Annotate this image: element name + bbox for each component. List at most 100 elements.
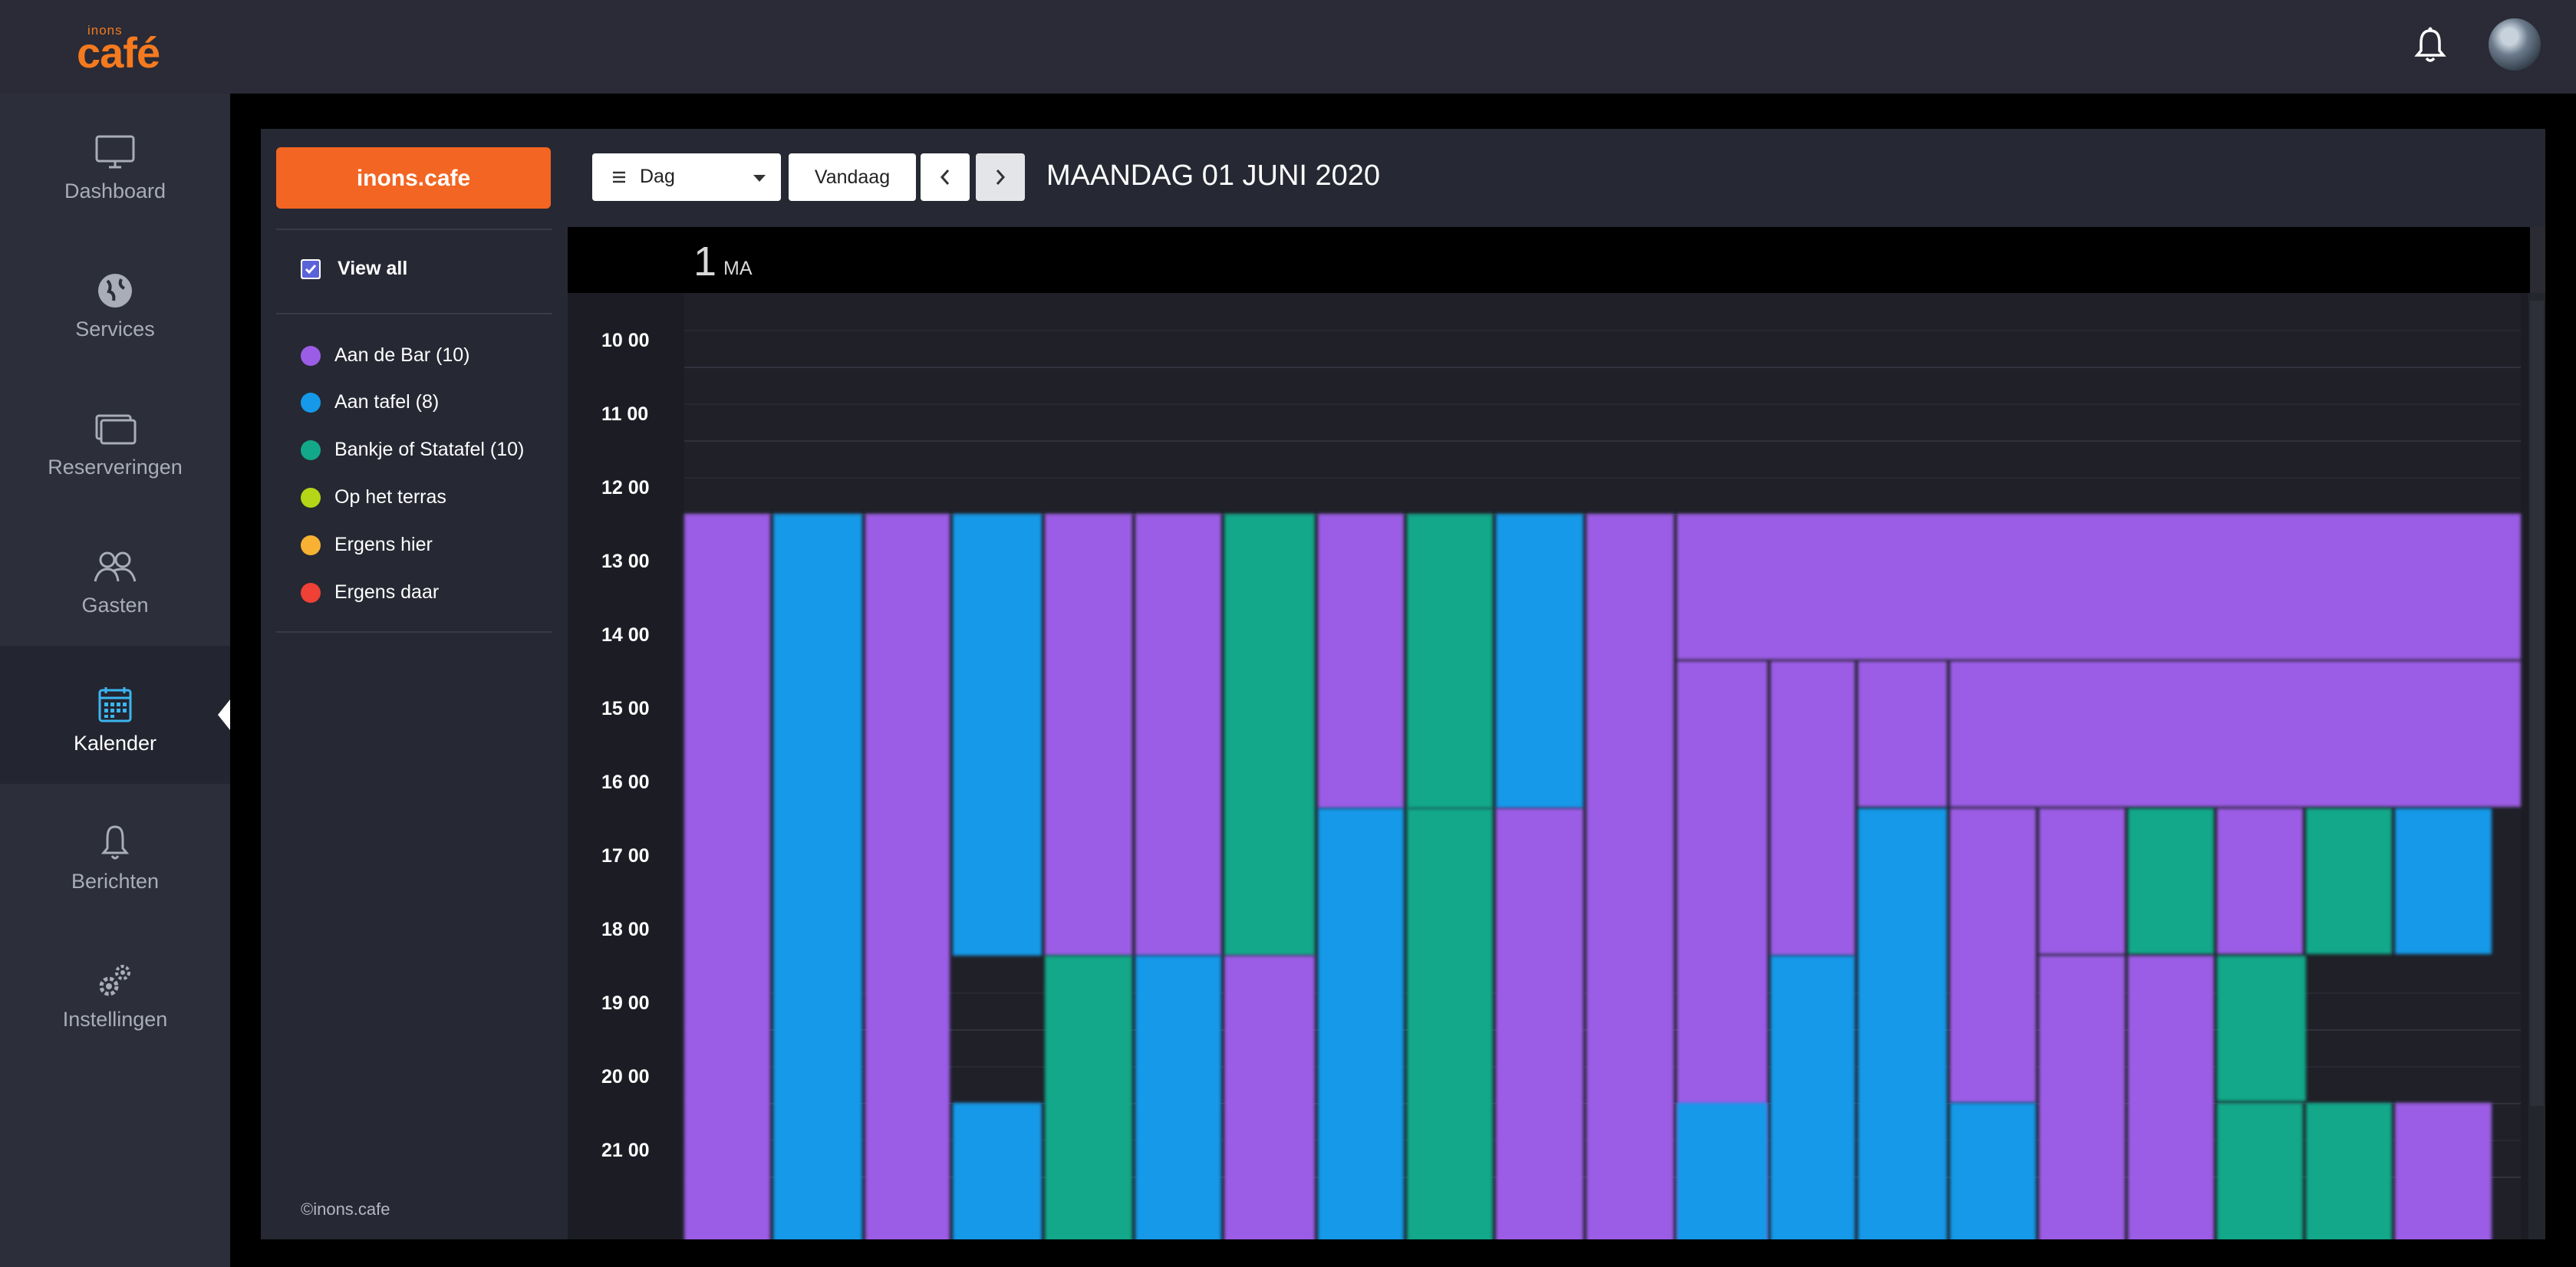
copyright: ©inons.cafe bbox=[301, 1200, 390, 1219]
view-all-label: View all bbox=[338, 258, 408, 279]
event-block[interactable] bbox=[2217, 956, 2306, 1101]
event-block[interactable] bbox=[1771, 661, 1855, 956]
grid-line bbox=[684, 440, 2521, 442]
calendar-filter-panel: inons.cafe View all Aan de Bar (10) Aan … bbox=[261, 129, 568, 1239]
globe-icon bbox=[92, 270, 138, 311]
logo-text: café bbox=[77, 28, 160, 77]
event-block[interactable] bbox=[1224, 514, 1315, 956]
event-block[interactable] bbox=[953, 514, 1042, 956]
time-label: 15 00 bbox=[601, 698, 650, 719]
category-color-dot bbox=[301, 535, 321, 555]
event-block[interactable] bbox=[2217, 1103, 2303, 1239]
event-block[interactable] bbox=[1135, 956, 1221, 1239]
chevron-left-icon bbox=[940, 169, 950, 185]
monitor-icon bbox=[92, 132, 138, 173]
event-block[interactable] bbox=[1950, 1103, 2036, 1239]
category-label: Bankje of Statafel (10) bbox=[334, 439, 525, 460]
event-block[interactable] bbox=[1586, 514, 1674, 1239]
event-block[interactable] bbox=[1771, 956, 1855, 1239]
event-block[interactable] bbox=[1496, 514, 1583, 808]
event-block[interactable] bbox=[2039, 956, 2125, 1239]
grid-line bbox=[684, 403, 2521, 405]
event-block[interactable] bbox=[684, 514, 770, 1239]
today-button[interactable]: Vandaag bbox=[789, 153, 916, 201]
event-block[interactable] bbox=[1496, 808, 1583, 1239]
event-block[interactable] bbox=[2217, 808, 2303, 954]
sidebar-item-label: Instellingen bbox=[62, 1008, 168, 1031]
event-block[interactable] bbox=[1045, 956, 1132, 1239]
sidebar-item-label: Reserveringen bbox=[48, 456, 183, 479]
time-label: 13 00 bbox=[601, 551, 650, 572]
day-grid: 10 00 11 00 12 00 13 00 14 00 15 00 16 0… bbox=[568, 293, 2545, 1239]
calendar-title: MAANDAG 01 JUNI 2020 bbox=[1046, 160, 1381, 192]
event-block[interactable] bbox=[1950, 808, 2036, 1103]
event-block[interactable] bbox=[1407, 514, 1493, 808]
view-all-checkbox[interactable] bbox=[301, 259, 321, 279]
scrollbar-thumb[interactable] bbox=[2530, 301, 2544, 1106]
sidebar-item-label: Kalender bbox=[73, 732, 157, 755]
event-block[interactable] bbox=[2306, 1103, 2392, 1239]
event-block[interactable] bbox=[1135, 514, 1221, 956]
event-block[interactable] bbox=[2395, 808, 2492, 954]
time-label: 12 00 bbox=[601, 477, 650, 499]
event-block[interactable] bbox=[953, 1103, 1042, 1239]
category-color-dot bbox=[301, 488, 321, 508]
bell-icon[interactable] bbox=[2413, 26, 2447, 64]
grid-line bbox=[684, 330, 2521, 331]
calendar: Dag Vandaag MAANDAG 01 JUNI 2020 1 MA 10… bbox=[568, 129, 2545, 1239]
event-block[interactable] bbox=[1318, 808, 1404, 1239]
sidebar-item-gasten[interactable]: Gasten bbox=[0, 508, 230, 646]
grid-line bbox=[684, 367, 2521, 368]
event-block[interactable] bbox=[2039, 808, 2125, 954]
sidebar-item-berichten[interactable]: Berichten bbox=[0, 784, 230, 922]
grid-line bbox=[684, 477, 2521, 479]
scrollbar[interactable] bbox=[2528, 293, 2545, 1239]
time-label: 14 00 bbox=[601, 624, 650, 646]
sidebar: Dashboard Services Reserveringen Gasten … bbox=[0, 94, 230, 1267]
event-block[interactable] bbox=[1224, 956, 1315, 1239]
divider bbox=[276, 631, 552, 633]
sidebar-item-services[interactable]: Services bbox=[0, 232, 230, 370]
event-block[interactable] bbox=[865, 514, 950, 1239]
time-label: 10 00 bbox=[601, 330, 650, 351]
time-label: 16 00 bbox=[601, 772, 650, 793]
sidebar-item-dashboard[interactable]: Dashboard bbox=[0, 94, 230, 232]
sidebar-item-reserveringen[interactable]: Reserveringen bbox=[0, 370, 230, 508]
divider bbox=[276, 313, 552, 314]
events-area[interactable] bbox=[684, 293, 2521, 1239]
next-button[interactable] bbox=[976, 153, 1025, 201]
category-label: Op het terras bbox=[334, 486, 446, 508]
category-label: Aan tafel (8) bbox=[334, 391, 440, 413]
time-label: 21 00 bbox=[601, 1140, 650, 1161]
app-logo[interactable]: inons café bbox=[77, 20, 161, 77]
category-label: Aan de Bar (10) bbox=[334, 344, 470, 366]
event-block[interactable] bbox=[1045, 514, 1132, 956]
time-label: 11 00 bbox=[601, 403, 649, 425]
view-select[interactable]: Dag bbox=[592, 153, 781, 201]
event-block[interactable] bbox=[1858, 661, 1947, 807]
sidebar-item-instellingen[interactable]: Instellingen bbox=[0, 922, 230, 1060]
event-block[interactable] bbox=[1858, 808, 1947, 1239]
time-label: 19 00 bbox=[601, 992, 650, 1014]
prev-button[interactable] bbox=[921, 153, 970, 201]
org-button[interactable]: inons.cafe bbox=[276, 147, 551, 209]
sidebar-item-kalender[interactable]: Kalender bbox=[0, 646, 230, 784]
event-block[interactable] bbox=[1950, 661, 2521, 807]
category-label: Ergens daar bbox=[334, 581, 440, 603]
event-block[interactable] bbox=[2306, 808, 2392, 954]
event-block[interactable] bbox=[2128, 808, 2214, 954]
chevron-down-icon bbox=[753, 175, 766, 182]
event-block[interactable] bbox=[2128, 956, 2214, 1239]
event-block[interactable] bbox=[773, 514, 862, 1239]
active-indicator bbox=[218, 699, 230, 730]
time-label: 20 00 bbox=[601, 1066, 650, 1088]
event-block[interactable] bbox=[1318, 514, 1404, 808]
event-block[interactable] bbox=[2395, 1103, 2492, 1239]
event-block[interactable] bbox=[1677, 514, 2521, 660]
event-block[interactable] bbox=[1407, 808, 1493, 1239]
sidebar-item-label: Dashboard bbox=[64, 179, 166, 202]
day-number: 1 bbox=[693, 239, 717, 285]
event-block[interactable] bbox=[1677, 1103, 1767, 1239]
gears-icon bbox=[92, 960, 138, 1002]
user-avatar[interactable] bbox=[2489, 18, 2541, 71]
